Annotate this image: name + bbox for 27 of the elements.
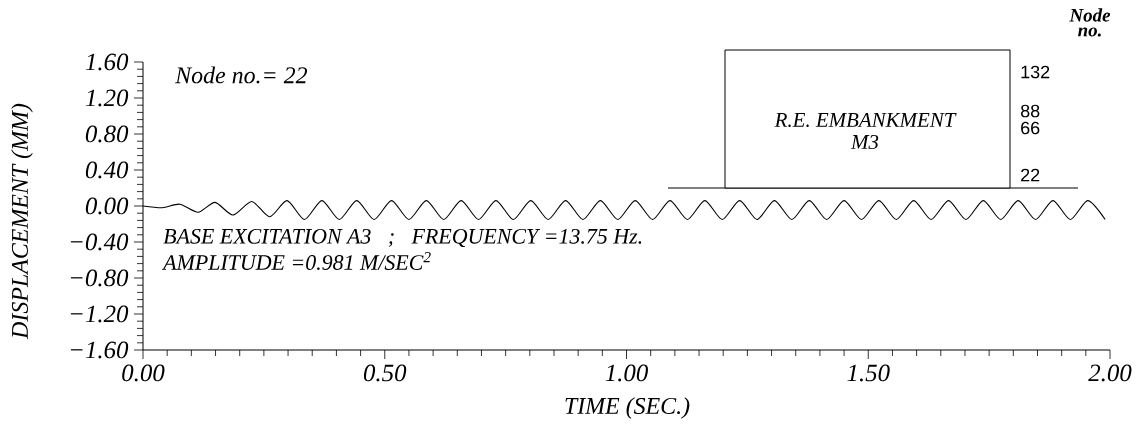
annotation: R.E. EMBANKMENT <box>774 112 957 128</box>
y-tick-label: 0.00 <box>85 197 129 215</box>
x-tick-label: 1.00 <box>605 364 648 382</box>
annotation: 66 <box>1021 121 1040 135</box>
x-tick-label: 1.50 <box>847 364 890 382</box>
y-axis-title: DISPLACEMENT (MM) <box>11 103 33 340</box>
annotation: 88 <box>1020 104 1040 118</box>
x-axis-title: TIME (SEC.) <box>565 397 690 419</box>
y-tick-label: −1.60 <box>70 341 129 359</box>
y-tick-label: −1.20 <box>70 305 129 323</box>
y-tick-label: 0.40 <box>85 161 129 179</box>
y-tick-label: −0.40 <box>70 233 129 251</box>
annotation: M3 <box>850 134 879 150</box>
x-tick-label: 2.00 <box>1088 364 1132 382</box>
annotation: Node no.= 22 <box>175 66 308 84</box>
text: Node <box>1069 8 1111 22</box>
annotation: 132 <box>1021 65 1050 79</box>
annotation: 22 <box>1021 168 1040 182</box>
annotation: BASE EXCITATION A3 ; FREQUENCY =13.75 Hz. <box>163 228 642 248</box>
x-tick-label: 0.00 <box>122 364 165 382</box>
y-tick-label: 1.20 <box>85 89 129 107</box>
y-tick-label: −0.80 <box>70 269 129 287</box>
y-tick-label: 0.80 <box>85 125 129 143</box>
x-tick-label: 0.50 <box>363 364 407 382</box>
y-tick-label: 1.60 <box>85 53 129 71</box>
text: no. <box>1078 27 1101 37</box>
annotation: AMPLITUDE =0.981 M/SEC$^{2}$ <box>162 252 431 270</box>
